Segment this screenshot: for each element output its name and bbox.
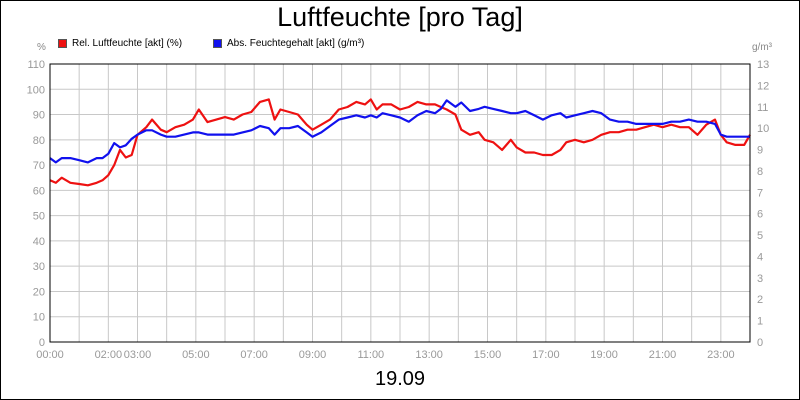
y-right-tick-label: 0 bbox=[757, 337, 763, 349]
x-tick-label: 21:00 bbox=[649, 349, 677, 361]
y-right-tick-label: 8 bbox=[757, 166, 763, 178]
y-right-tick-label: 5 bbox=[757, 230, 763, 242]
x-tick-label: 13:00 bbox=[415, 349, 443, 361]
y-right-tick-label: 1 bbox=[757, 316, 763, 328]
y-left-tick-label: 20 bbox=[33, 286, 45, 298]
legend-label-abs-humidity: Abs. Feuchtegehalt [akt] (g/m³) bbox=[227, 38, 365, 49]
y-left-tick-label: 30 bbox=[33, 261, 45, 273]
y-right-tick-label: 10 bbox=[757, 123, 769, 135]
y-left-tick-label: 10 bbox=[33, 312, 45, 324]
y-right-tick-label: 3 bbox=[757, 273, 763, 285]
legend-item-rel-humidity: Rel. Luftfeuchte [akt] (%) bbox=[58, 38, 182, 49]
y-left-tick-label: 50 bbox=[33, 211, 45, 223]
series-line-abs-humidity bbox=[49, 99, 750, 164]
x-tick-label: 15:00 bbox=[474, 349, 502, 361]
x-tick-label: 03:00 bbox=[124, 349, 152, 361]
x-tick-label: 17:00 bbox=[532, 349, 560, 361]
y-right-tick-label: 6 bbox=[757, 209, 763, 221]
legend-swatch-red bbox=[58, 39, 67, 48]
x-tick-label: 23:00 bbox=[707, 349, 735, 361]
x-tick-label: 11:00 bbox=[357, 349, 384, 361]
y-left-tick-label: 40 bbox=[33, 236, 45, 248]
y-right-tick-label: 7 bbox=[757, 187, 763, 199]
y-left-tick-label: 90 bbox=[33, 110, 45, 122]
y-left-tick-label: 70 bbox=[33, 160, 45, 172]
plot-border bbox=[49, 63, 751, 343]
x-tick-label: 02:00 bbox=[95, 349, 123, 361]
y-right-tick-label: 9 bbox=[757, 145, 763, 157]
gridlines bbox=[50, 63, 750, 343]
right-axis-unit: g/m³ bbox=[752, 42, 772, 53]
y-right-tick-label: 11 bbox=[757, 102, 768, 114]
legend-swatch-blue bbox=[213, 39, 222, 48]
legend-label-rel-humidity: Rel. Luftfeuchte [akt] (%) bbox=[72, 38, 183, 49]
series-line-rel-humidity bbox=[49, 98, 751, 187]
x-tick-label: 09:00 bbox=[299, 349, 327, 361]
y-left-tick-label: 100 bbox=[27, 84, 45, 96]
y-right-tick-label: 2 bbox=[757, 294, 763, 306]
y-right-tick-label: 4 bbox=[757, 251, 763, 263]
date-label: 19.09 bbox=[374, 368, 426, 390]
series-lines bbox=[49, 98, 751, 187]
tick-labels: 0102030405060708090100110012345678910111… bbox=[27, 59, 770, 361]
x-tick-label: 00:00 bbox=[36, 349, 64, 361]
legend-item-abs-humidity: Abs. Feuchtegehalt [akt] (g/m³) bbox=[213, 38, 364, 49]
x-tick-label: 05:00 bbox=[182, 349, 210, 361]
y-left-tick-label: 80 bbox=[33, 135, 45, 147]
x-tick-label: 07:00 bbox=[240, 349, 268, 361]
y-left-tick-label: 110 bbox=[27, 59, 45, 71]
y-right-tick-label: 12 bbox=[757, 80, 769, 92]
left-axis-unit: % bbox=[37, 42, 46, 53]
y-left-tick-label: 60 bbox=[33, 185, 45, 197]
y-left-tick-label: 0 bbox=[39, 337, 45, 349]
x-tick-label: 19:00 bbox=[590, 349, 618, 361]
y-right-tick-label: 13 bbox=[757, 59, 769, 71]
chart-title: Luftfeuchte [pro Tag] bbox=[277, 2, 523, 32]
